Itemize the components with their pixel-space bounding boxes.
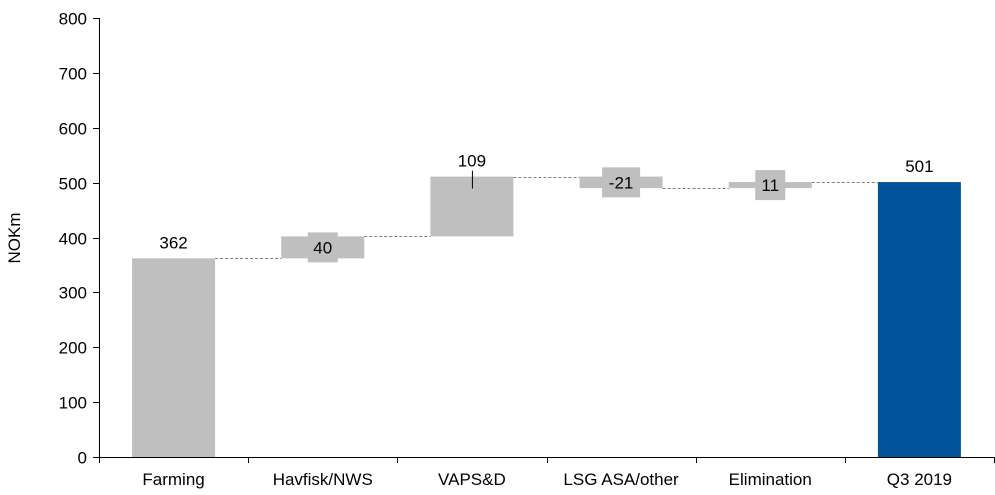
y-tick-label: 600: [59, 120, 87, 139]
y-tick-label: 300: [59, 284, 87, 303]
data-label: 11: [761, 176, 779, 195]
x-tick-label: Farming: [142, 470, 204, 489]
data-labels: 362 40 109 -21 11 501: [159, 152, 934, 263]
x-tick-label: Havfisk/NWS: [273, 470, 373, 489]
x-tick-label: Elimination: [729, 470, 812, 489]
bar-vaps-d: [430, 176, 514, 237]
bar-q3-2019: [877, 182, 961, 458]
y-axis: 0 100 200 300 400 500 600 700 800: [59, 10, 99, 468]
y-tick-label: 0: [78, 449, 87, 468]
data-label-box: [307, 232, 338, 263]
data-label: 40: [313, 238, 332, 257]
bar-farming: [132, 258, 216, 457]
x-tick-label: VAPS&D: [438, 470, 506, 489]
y-tick-label: 500: [59, 175, 87, 194]
data-label: 501: [905, 157, 933, 176]
x-tick-label: LSG ASA/other: [563, 470, 679, 489]
data-label: -21: [609, 173, 634, 192]
x-tick-label: Q3 2019: [887, 470, 952, 489]
x-axis: Farming Havfisk/NWS VAPS&D LSG ASA/other Eli…: [99, 457, 995, 489]
y-tick-label: 100: [59, 394, 87, 413]
y-tick-label: 800: [59, 10, 87, 29]
data-label: 109: [458, 152, 486, 171]
data-label-box: [755, 170, 786, 201]
y-tick-label: 200: [59, 339, 87, 358]
y-tick-label: 400: [59, 230, 87, 249]
data-label-box: [602, 167, 641, 198]
y-tick-label: 700: [59, 65, 87, 84]
bars: [132, 176, 961, 458]
connector-lines: [215, 177, 878, 259]
data-label: 362: [159, 233, 187, 252]
y-axis-title: NOKm: [5, 213, 24, 264]
